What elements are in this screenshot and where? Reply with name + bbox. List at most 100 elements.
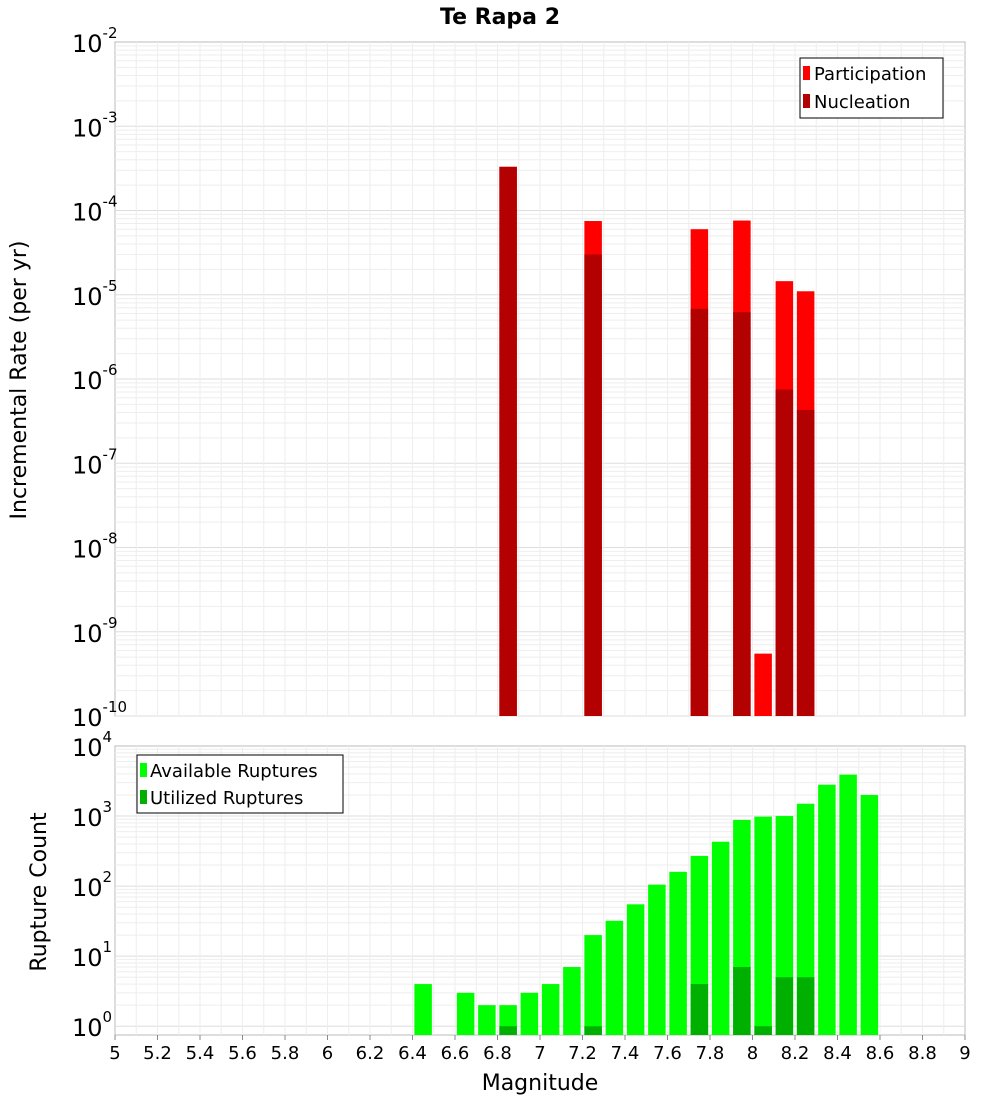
bar-nucleation	[499, 166, 517, 717]
y-tick-label: 10-7	[72, 445, 118, 479]
x-tick-label: 5.8	[271, 1043, 300, 1064]
bar-available-ruptures	[626, 904, 645, 1035]
legend-label-utilized: Utilized Ruptures	[150, 788, 303, 809]
y-tick-base: 10	[72, 734, 103, 762]
x-tick-label: 8.4	[823, 1043, 852, 1064]
y-tick-base: 10	[72, 620, 103, 648]
legend-swatch-participation	[803, 66, 810, 80]
bottom-legend-box	[136, 754, 344, 814]
x-tick-label: 8.8	[908, 1043, 937, 1064]
bar-available-ruptures	[754, 816, 772, 1035]
x-tick-label: 5.2	[143, 1043, 172, 1064]
y-tick-exponent: -2	[103, 24, 118, 42]
top-legend-box	[799, 57, 944, 119]
y-tick-label: 101	[72, 938, 112, 972]
bar-available-ruptures	[839, 774, 857, 1035]
bar-available-ruptures	[563, 967, 581, 1035]
top-bars	[499, 166, 815, 717]
y-tick-exponent: 4	[103, 728, 113, 746]
legend-swatch-utilized	[140, 790, 147, 804]
x-tick-label: 6.8	[483, 1043, 512, 1064]
bar-available-ruptures	[860, 794, 879, 1035]
x-tick-label: 6	[322, 1043, 333, 1064]
x-tick-label: 6.6	[441, 1043, 470, 1064]
bar-available-ruptures	[520, 992, 539, 1035]
bar-available-ruptures	[541, 984, 560, 1035]
x-tick-label: 9	[959, 1043, 970, 1064]
bar-nucleation	[796, 409, 815, 716]
bar-utilized-ruptures	[754, 1026, 772, 1035]
y-tick-label: 10-6	[72, 361, 118, 395]
y-tick-label: 102	[72, 868, 112, 902]
bottom-y-axis-label: Rupture Count	[27, 812, 52, 972]
legend-label-nucleation: Nucleation	[814, 92, 910, 113]
bar-utilized-ruptures	[796, 977, 815, 1035]
x-tick-label: 7.2	[568, 1043, 597, 1064]
x-tick-label: 8.2	[781, 1043, 810, 1064]
bar-available-ruptures	[648, 884, 666, 1035]
y-tick-base: 10	[72, 874, 103, 902]
y-tick-exponent: -3	[103, 108, 118, 126]
x-tick-label: 5	[109, 1043, 120, 1064]
y-tick-base: 10	[72, 283, 103, 311]
bar-nucleation	[733, 312, 751, 716]
bottom-bars	[414, 774, 879, 1035]
y-tick-label: 100	[72, 1008, 112, 1042]
legend-swatch-nucleation	[803, 94, 810, 108]
y-tick-base: 10	[72, 114, 103, 142]
y-tick-label: 10-5	[72, 277, 118, 311]
legend-swatch-available	[140, 763, 147, 777]
x-tick-label: 5.4	[186, 1043, 215, 1064]
y-tick-exponent: -5	[103, 277, 118, 295]
bar-utilized-ruptures	[733, 967, 751, 1035]
top-gridlines	[115, 42, 965, 717]
bar-available-ruptures	[605, 920, 624, 1035]
x-tick-label: 7.6	[653, 1043, 682, 1064]
bar-available-ruptures	[818, 784, 836, 1035]
y-tick-label: 104	[72, 728, 112, 762]
y-tick-base: 10	[72, 1014, 103, 1042]
bar-participation	[754, 653, 772, 716]
x-tick-labels: 5 5.2 5.4 5.6 5.8 6 6.2 6.4 6.6 6.8 7 7.2 7.4 7.6 7.8 8…	[109, 1035, 971, 1064]
x-tick-label: 5.6	[228, 1043, 257, 1064]
y-tick-base: 10	[72, 704, 103, 732]
x-tick-label: 6.2	[356, 1043, 385, 1064]
bar-available-ruptures	[414, 984, 432, 1035]
bar-available-ruptures	[456, 992, 475, 1035]
top-legend: Participation Nucleation	[799, 57, 944, 119]
y-tick-exponent: 0	[103, 1008, 113, 1026]
y-tick-label: 10-2	[72, 24, 118, 58]
y-tick-base: 10	[72, 367, 103, 395]
y-tick-base: 10	[72, 804, 103, 832]
y-tick-exponent: 3	[103, 798, 113, 816]
bar-utilized-ruptures	[690, 984, 709, 1035]
x-tick-label: 6.4	[398, 1043, 427, 1064]
x-tick-label: 7	[534, 1043, 545, 1064]
y-tick-label: 10-4	[72, 193, 118, 227]
x-tick-label: 8	[747, 1043, 758, 1064]
top-y-axis-label: Incremental Rate (per yr)	[7, 241, 32, 520]
bar-available-ruptures	[669, 871, 687, 1035]
y-tick-exponent: 2	[103, 868, 113, 886]
y-tick-exponent: 1	[103, 938, 113, 956]
y-tick-exponent: -10	[103, 698, 128, 716]
y-tick-exponent: -4	[103, 193, 118, 211]
bottom-legend: Available Ruptures Utilized Ruptures	[136, 754, 344, 814]
bar-available-ruptures	[584, 935, 602, 1035]
y-tick-label: 10-9	[72, 614, 118, 648]
bar-nucleation	[584, 254, 602, 716]
legend-label-participation: Participation	[814, 64, 926, 85]
legend-label-available: Available Ruptures	[150, 761, 318, 782]
x-axis-label: Magnitude	[482, 1071, 599, 1096]
y-tick-base: 10	[72, 451, 103, 479]
y-tick-label: 10-3	[72, 108, 118, 142]
y-tick-base: 10	[72, 944, 103, 972]
bar-nucleation	[775, 389, 794, 716]
y-tick-label: 10-8	[72, 530, 118, 564]
y-tick-exponent: -6	[103, 361, 118, 379]
